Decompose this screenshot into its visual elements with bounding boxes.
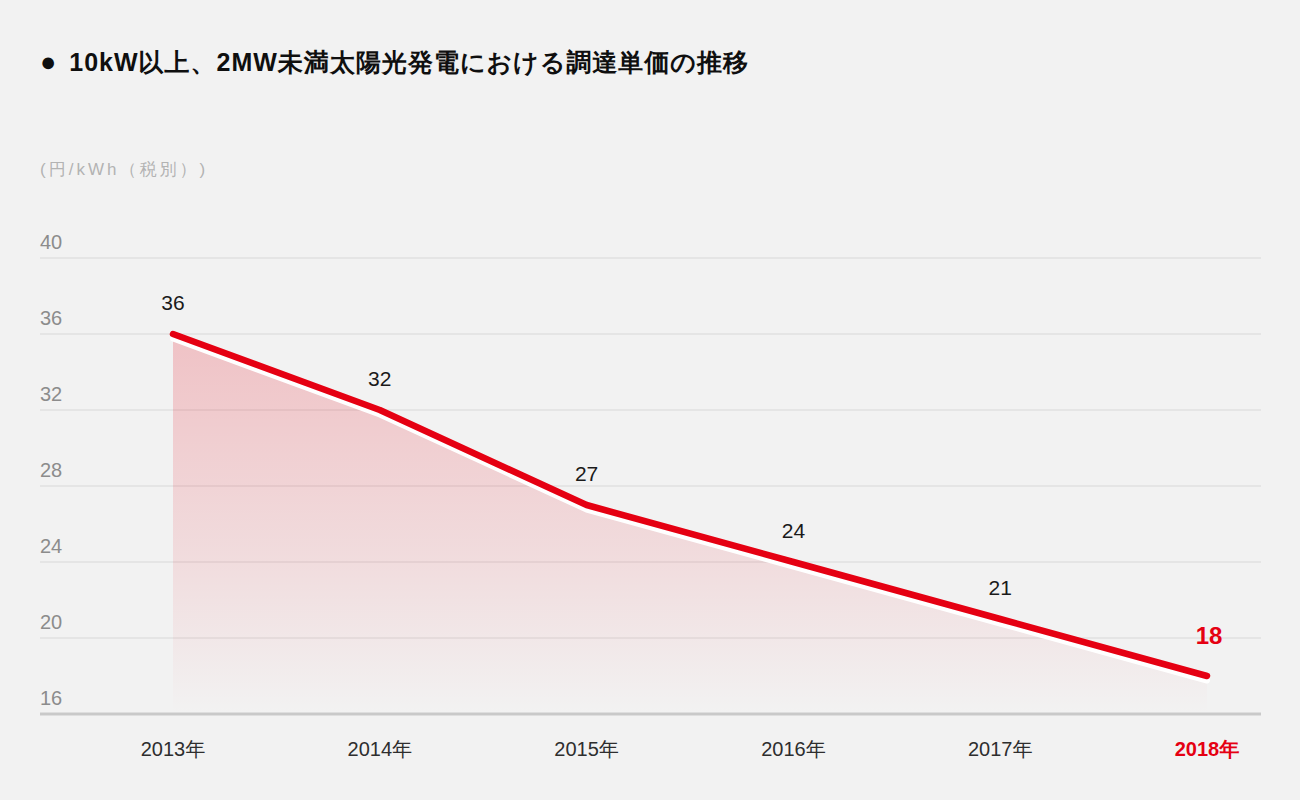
- chart-page: ● 10kW以上、2MW未満太陽光発電における調達単価の推移 (円/kWh（税別…: [0, 0, 1300, 800]
- data-label-2014年: 32: [368, 367, 391, 390]
- y-tick-label-16: 16: [40, 687, 62, 709]
- data-label-2016年: 24: [782, 519, 806, 542]
- x-tick-label-2018年: 2018年: [1175, 738, 1240, 760]
- x-tick-label-2016年: 2016年: [761, 738, 826, 760]
- data-label-2015年: 27: [575, 462, 598, 485]
- data-label-2013年: 36: [161, 291, 184, 314]
- y-tick-label-20: 20: [40, 611, 62, 633]
- price-trend-chart: 40 36 32 28 24 20 16 36 32 27 24 21 18 2013年 2014年 2015…: [0, 0, 1300, 800]
- y-tick-label-24: 24: [40, 535, 62, 557]
- y-tick-label-28: 28: [40, 459, 62, 481]
- x-tick-label-2017年: 2017年: [968, 738, 1033, 760]
- data-label-2018年: 18: [1196, 622, 1223, 649]
- y-tick-label-32: 32: [40, 383, 62, 405]
- x-tick-label-2013年: 2013年: [141, 738, 206, 760]
- data-label-2017年: 21: [989, 576, 1012, 599]
- x-tick-label-2014年: 2014年: [348, 738, 413, 760]
- y-tick-label-40: 40: [40, 231, 62, 253]
- y-tick-label-36: 36: [40, 307, 62, 329]
- x-tick-label-2015年: 2015年: [554, 738, 619, 760]
